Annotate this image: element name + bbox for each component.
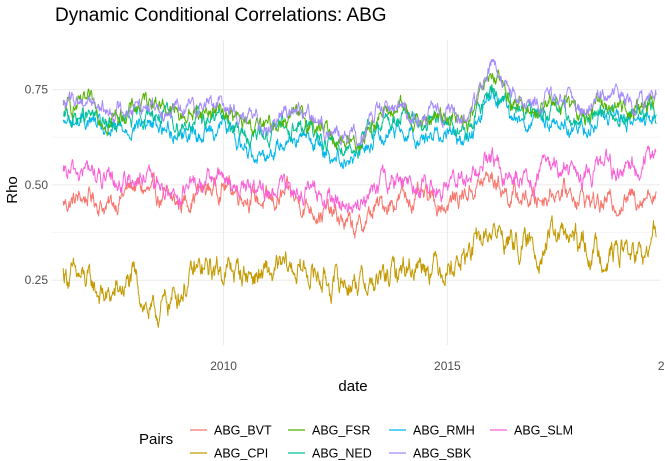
legend: ABG_BVT ABG_CPI ABG_FSR ABG_NED ABG_RMH ABG_S… [190, 424, 573, 461]
x-tick-label: 2015 [434, 359, 461, 373]
legend-label: ABG_RMH [413, 424, 475, 438]
y-tick-label: 0.50 [25, 178, 49, 192]
legend-label: ABG_CPI [214, 447, 268, 461]
series-line-abg-fsr [62, 69, 657, 151]
x-axis-ticks: 2010 2015 2020 [210, 359, 665, 373]
chart-title: Dynamic Conditional Correlations: ABG [55, 5, 387, 26]
grid [52, 40, 660, 345]
legend-label: ABG_FSR [312, 424, 370, 438]
legend-label: ABG_SLM [514, 424, 573, 438]
y-axis-title: Rho [4, 176, 21, 204]
legend-title: Pairs [139, 431, 173, 448]
y-axis-ticks: 0.25 0.50 0.75 [25, 83, 49, 288]
series-line-abg-bvt [62, 171, 657, 239]
y-tick-label: 0.25 [25, 273, 49, 287]
y-tick-label: 0.75 [25, 83, 49, 97]
series-line-abg-cpi [62, 215, 657, 328]
series-line-abg-sbk [62, 58, 657, 147]
legend-label: ABG_NED [312, 447, 372, 461]
series-line-abg-rmh [62, 88, 657, 170]
series-layer [62, 58, 657, 328]
x-tick-label: 2010 [210, 359, 237, 373]
legend-label: ABG_SBK [413, 447, 472, 461]
series-line-abg-slm [62, 145, 657, 214]
x-tick-label: 2020 [658, 359, 665, 373]
legend-label: ABG_BVT [214, 424, 272, 438]
x-axis-title: date [338, 378, 367, 395]
